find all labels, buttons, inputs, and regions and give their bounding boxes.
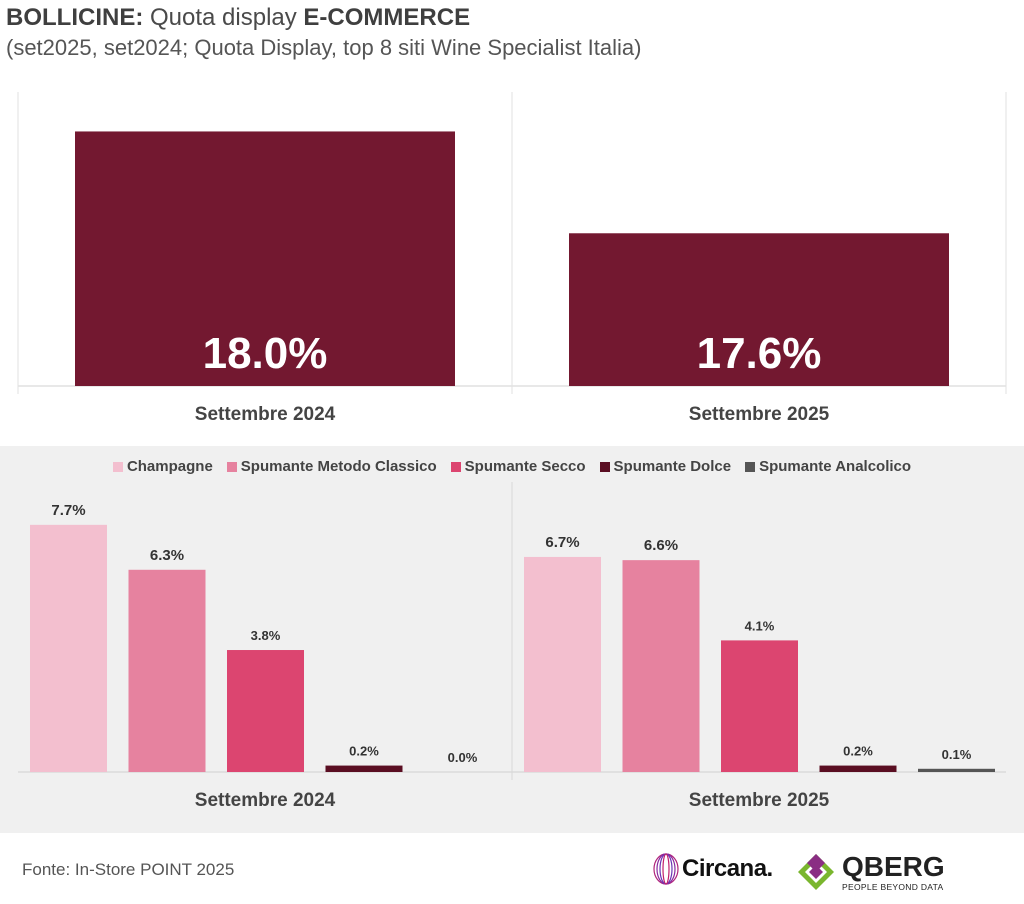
segment-bar-label: 6.3% xyxy=(150,547,184,564)
chart-subtitle: (set2025, set2024; Quota Display, top 8 … xyxy=(6,35,642,60)
segment-bar xyxy=(622,560,700,772)
circana-logo: Circana. xyxy=(652,852,773,886)
circana-wordmark: Circana. xyxy=(682,855,773,882)
source-note: Fonte: In-Store POINT 2025 xyxy=(22,860,235,879)
chart-legend: Champagne Spumante Metodo Classico Spumant… xyxy=(0,458,1024,475)
segment-bar-label: 0.1% xyxy=(942,747,972,762)
segment-bar xyxy=(524,556,601,772)
total-share-chart: 18.0% Settembre 2024 17.6% Settembre 2025 xyxy=(17,92,1007,425)
legend-swatch xyxy=(112,461,123,472)
segment-bar xyxy=(918,768,995,772)
legend-label: Champagne xyxy=(126,458,213,475)
legend-swatch xyxy=(226,461,237,472)
title-regular-part: Quota display xyxy=(143,4,304,31)
qberg-tagline: PEOPLE BEYOND DATA xyxy=(842,881,944,892)
segment-bar xyxy=(227,650,304,772)
segment-bar-label: 4.1% xyxy=(745,618,775,633)
segment-category-label: Settembre 2024 xyxy=(195,790,336,811)
legend-label: Spumante Secco xyxy=(464,458,586,475)
segment-bar-label: 6.7% xyxy=(545,534,579,551)
total-bar xyxy=(75,131,455,386)
segment-bar xyxy=(128,569,206,772)
legend-label: Spumante Dolce xyxy=(613,458,732,475)
segment-bar-label: 7.7% xyxy=(51,502,85,519)
qberg-wordmark: QBERG xyxy=(842,850,945,882)
legend-item: Spumante Dolce xyxy=(599,458,732,475)
segment-bar xyxy=(325,765,403,772)
segment-bar xyxy=(721,640,798,772)
legend-swatch xyxy=(450,461,461,472)
legend-item: Spumante Metodo Classico xyxy=(226,458,437,475)
qberg-logo: QBERG PEOPLE BEYOND DATA xyxy=(796,852,945,892)
title-bold-part-2: E-COMMERCE xyxy=(303,4,471,31)
total-bar xyxy=(569,233,949,386)
total-category-label: Settembre 2024 xyxy=(195,404,336,425)
total-bar-label: 18.0% xyxy=(203,329,328,378)
segment-bar-label: 0.2% xyxy=(349,744,379,759)
segment-bar-label: 6.6% xyxy=(644,537,678,554)
segment-category-label: Settembre 2025 xyxy=(689,790,830,811)
segment-bar xyxy=(30,524,107,772)
segment-share-chart: 7.7% 6.3% 3.8% 0.2% 0.0% Settembre 2024 6.7% 6.… xyxy=(18,482,1006,811)
legend-item: Spumante Secco xyxy=(450,458,586,475)
legend-swatch xyxy=(745,461,756,472)
segment-bar-label: 3.8% xyxy=(251,628,281,643)
legend-swatch xyxy=(599,461,610,472)
qberg-mark-icon xyxy=(798,854,834,890)
chart-title: BOLLICINE: Quota display E-COMMERCE xyxy=(6,4,470,32)
legend-label: Spumante Analcolico xyxy=(759,458,912,475)
legend-label: Spumante Metodo Classico xyxy=(240,458,437,475)
segment-bar xyxy=(819,765,897,772)
segment-bar-label: 0.2% xyxy=(843,744,873,759)
total-bar-label: 17.6% xyxy=(697,329,822,378)
segment-bar-label: 0.0% xyxy=(448,750,478,765)
legend-item: Spumante Analcolico xyxy=(745,458,911,475)
total-category-label: Settembre 2025 xyxy=(689,404,830,425)
title-bold-part: BOLLICINE: xyxy=(6,4,144,31)
circana-mark-icon xyxy=(653,853,679,885)
legend-item: Champagne xyxy=(112,458,213,475)
